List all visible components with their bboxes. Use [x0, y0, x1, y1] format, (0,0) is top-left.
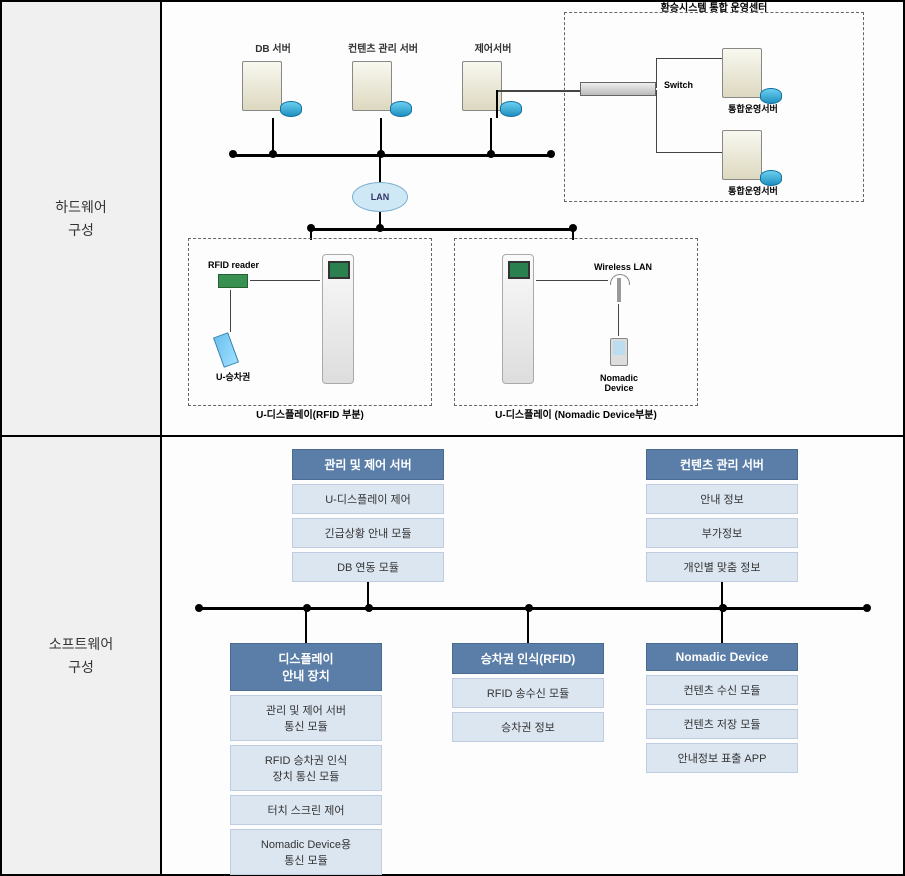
server-icon — [352, 61, 414, 113]
server-db-label: DB 서버 — [232, 40, 314, 55]
hardware-label: 하드웨어구성 — [2, 2, 162, 435]
kiosk-icon — [502, 254, 534, 384]
module-item: 긴급상황 안내 모듈 — [292, 518, 444, 548]
connector — [536, 280, 608, 281]
bus-node — [863, 604, 871, 612]
connector — [250, 280, 320, 281]
module-group-display: 디스플레이안내 장치관리 및 제어 서버통신 모듈RFID 승차권 인식장치 통… — [230, 643, 382, 875]
module-group-content: 컨텐츠 관리 서버안내 정보부가정보개인별 맞춤 정보 — [646, 449, 798, 582]
udisplay-nomadic-box: U-디스플레이 (Nomadic Device부분) — [454, 238, 698, 406]
module-header: 컨텐츠 관리 서버 — [646, 449, 798, 480]
server-row: DB 서버 컨텐츠 관리 서버 제어서버 — [232, 40, 534, 113]
module-item: U-디스플레이 제어 — [292, 484, 444, 514]
wireless-lan-icon — [610, 278, 628, 302]
module-item: 부가정보 — [646, 518, 798, 548]
module-header: 관리 및 제어 서버 — [292, 449, 444, 480]
bus-node — [269, 150, 277, 158]
page-frame: 하드웨어구성 DB 서버 컨텐츠 관리 서버 제어서버 — [0, 0, 905, 876]
lan-label: LAN — [371, 192, 390, 202]
connector — [367, 582, 369, 607]
module-header: Nomadic Device — [646, 643, 798, 671]
bus-node — [195, 604, 203, 612]
connector — [721, 607, 723, 643]
module-item: 안내정보 표출 APP — [646, 743, 798, 773]
connector — [527, 607, 529, 643]
nomadic-device-icon — [610, 338, 628, 366]
connector — [656, 58, 722, 59]
udisplay-bus — [310, 228, 574, 231]
server-content: 컨텐츠 관리 서버 — [342, 40, 424, 113]
rfid-reader-icon — [218, 274, 248, 288]
connector — [618, 304, 619, 336]
module-item: DB 연동 모듈 — [292, 552, 444, 582]
server-icon — [462, 61, 524, 113]
connector — [656, 152, 722, 153]
op-server-1: 통합운영서버 — [722, 48, 784, 115]
connector — [272, 118, 274, 154]
switch-label: Switch — [664, 80, 693, 90]
connector — [230, 290, 231, 332]
op-server-2-label: 통합운영서버 — [722, 184, 784, 197]
server-icon — [242, 61, 304, 113]
module-item: RFID 승차권 인식장치 통신 모듈 — [230, 745, 382, 791]
module-group-nomadic: Nomadic Device 컨텐츠 수신 모듈컨텐츠 저장 모듈안내정보 표출 … — [646, 643, 798, 773]
module-item: 컨텐츠 저장 모듈 — [646, 709, 798, 739]
connector — [490, 118, 492, 154]
udisplay-nomadic-caption: U-디스플레이 (Nomadic Device부분) — [455, 406, 697, 421]
software-label: 소프트웨어구성 — [2, 437, 162, 874]
software-content: 관리 및 제어 서버U-디스플레이 제어긴급상황 안내 모듈DB 연동 모듈컨텐… — [162, 437, 903, 874]
connector — [380, 118, 382, 154]
module-item: 안내 정보 — [646, 484, 798, 514]
server-icon — [722, 48, 784, 100]
udisplay-rfid-caption: U-디스플레이(RFID 부분) — [189, 406, 431, 421]
bus-node — [487, 150, 495, 158]
module-item: 터치 스크린 제어 — [230, 795, 382, 825]
software-label-text: 소프트웨어구성 — [49, 633, 113, 678]
server-icon — [722, 130, 784, 182]
bus-node — [376, 224, 384, 232]
module-group-manage: 관리 및 제어 서버 U-디스플레이 제어긴급상황 안내 모듈 DB 연동 모듈 — [292, 449, 444, 582]
operations-center: 환승시스템 통합 운영센터 — [564, 12, 864, 202]
rfid-reader-label: RFID reader — [208, 260, 259, 270]
bus-node — [229, 150, 237, 158]
lan-cloud: LAN — [352, 182, 408, 212]
hardware-content: DB 서버 컨텐츠 관리 서버 제어서버 — [162, 2, 903, 435]
module-item: 승차권 정보 — [452, 712, 604, 742]
server-control-label: 제어서버 — [452, 40, 534, 55]
connector — [656, 90, 657, 152]
module-item: Nomadic Device용통신 모듈 — [230, 829, 382, 875]
operations-center-title: 환승시스템 통합 운영센터 — [565, 0, 863, 14]
bus-node — [547, 150, 555, 158]
server-db: DB 서버 — [232, 40, 314, 113]
server-bus — [232, 154, 552, 157]
server-content-label: 컨텐츠 관리 서버 — [342, 40, 424, 55]
kiosk-icon — [322, 254, 354, 384]
hardware-label-text: 하드웨어구성 — [55, 196, 107, 241]
uticket-label: U-승차권 — [216, 370, 250, 383]
hardware-row: 하드웨어구성 DB 서버 컨텐츠 관리 서버 제어서버 — [2, 2, 903, 437]
nomadic-device-label: NomadicDevice — [600, 374, 638, 394]
connector — [496, 90, 498, 118]
connector — [656, 58, 657, 88]
software-row: 소프트웨어구성 관리 및 제어 서버 U-디스플레이 제어긴급상황 안내 모듈 DB… — [2, 437, 903, 874]
module-header: 디스플레이안내 장치 — [230, 643, 382, 691]
connector — [305, 607, 307, 643]
op-server-1-label: 통합운영서버 — [722, 102, 784, 115]
module-item: RFID 송수신 모듈 — [452, 678, 604, 708]
module-item: 컨텐츠 수신 모듈 — [646, 675, 798, 705]
wireless-lan-label: Wireless LAN — [594, 262, 652, 272]
module-header: 승차권 인식(RFID) — [452, 643, 604, 674]
op-server-2: 통합운영서버 — [722, 130, 784, 197]
module-group-rfid: 승차권 인식(RFID) RFID 송수신 모듈승차권 정보 — [452, 643, 604, 742]
connector — [379, 156, 381, 184]
switch-icon — [580, 82, 656, 96]
server-control: 제어서버 — [452, 40, 534, 113]
module-item: 개인별 맞춤 정보 — [646, 552, 798, 582]
module-item: 관리 및 제어 서버통신 모듈 — [230, 695, 382, 741]
